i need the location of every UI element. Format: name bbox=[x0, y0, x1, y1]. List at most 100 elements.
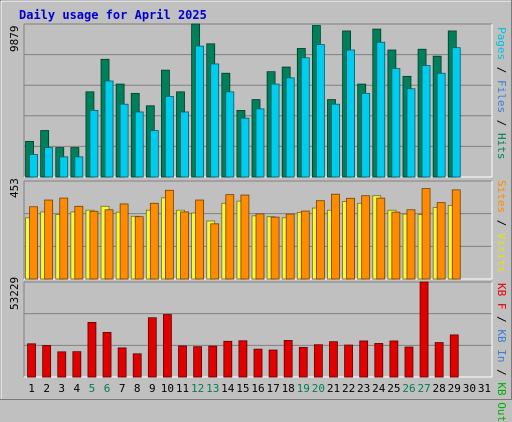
legend-item: Visits bbox=[495, 233, 508, 273]
x-tick-label-day-11: 11 bbox=[175, 382, 190, 395]
bar-kb_f-day-17 bbox=[268, 349, 278, 378]
bar-sites-day-8 bbox=[134, 216, 144, 280]
bar-kb_f-day-14 bbox=[223, 340, 233, 378]
bar-files-day-25 bbox=[391, 68, 401, 178]
x-tick-label-day-25: 25 bbox=[387, 382, 401, 395]
bar-kb_f-day-20 bbox=[313, 344, 323, 378]
bar-sites-day-10 bbox=[165, 189, 174, 280]
bar-files-day-5 bbox=[89, 110, 99, 178]
bar-files-day-19 bbox=[300, 57, 310, 178]
bar-files-day-28 bbox=[436, 72, 446, 178]
bar-kb_f-day-4 bbox=[72, 351, 82, 378]
bar-kb_f-day-22 bbox=[344, 344, 353, 378]
panel1-max-label: 9879 bbox=[8, 25, 21, 53]
bar-files-day-16 bbox=[255, 108, 265, 178]
bar-sites-day-6 bbox=[104, 209, 114, 280]
legend-item: Pages bbox=[495, 27, 508, 61]
bar-sites-day-11 bbox=[180, 211, 189, 280]
bar-kb_f-day-7 bbox=[117, 347, 127, 378]
x-tick-label-day-30: 30 bbox=[462, 382, 476, 395]
x-tick-label-day-9: 9 bbox=[149, 382, 156, 395]
x-tick-label-day-19: 19 bbox=[296, 382, 310, 395]
bar-kb_f-day-29 bbox=[449, 334, 459, 378]
bar-files-day-9 bbox=[149, 130, 159, 178]
panel3-max-label: 53229 bbox=[8, 276, 21, 310]
x-tick-label-day-21: 21 bbox=[326, 382, 341, 395]
bar-kb_f-day-1 bbox=[27, 343, 36, 378]
x-tick-label-day-12: 12 bbox=[190, 382, 205, 395]
panel3-legend: KB F / KB In / KB Out bbox=[495, 283, 508, 422]
bar-sites-day-12 bbox=[195, 199, 205, 280]
bar-kb_f-day-15 bbox=[238, 340, 248, 378]
bar-kb_f-day-6 bbox=[102, 331, 112, 378]
bar-files-day-22 bbox=[346, 49, 355, 178]
x-tick-label-day-18: 18 bbox=[281, 382, 295, 395]
bar-kb_f-day-10 bbox=[163, 314, 172, 378]
bar-sites-day-21 bbox=[331, 193, 340, 280]
x-tick-label-day-2: 2 bbox=[43, 382, 50, 395]
legend-item: / bbox=[495, 60, 508, 80]
bar-files-day-23 bbox=[361, 92, 371, 178]
x-tick-label-day-8: 8 bbox=[133, 382, 141, 395]
bar-kb_f-day-8 bbox=[132, 353, 142, 378]
bar-sites-day-9 bbox=[149, 202, 159, 280]
bar-kb_f-day-18 bbox=[283, 340, 293, 378]
bar-files-day-17 bbox=[270, 83, 280, 178]
bar-sites-day-24 bbox=[376, 197, 386, 280]
bar-kb_f-day-25 bbox=[389, 340, 399, 378]
bar-kb_f-day-11 bbox=[178, 345, 187, 378]
bar-sites-day-28 bbox=[436, 202, 446, 280]
bar-sites-day-27 bbox=[421, 188, 431, 280]
bar-files-day-7 bbox=[119, 103, 129, 178]
bar-kb_f-day-3 bbox=[57, 351, 67, 378]
bar-sites-day-5 bbox=[89, 210, 99, 280]
bar-kb_f-day-26 bbox=[404, 346, 414, 378]
legend-item: Sites bbox=[495, 180, 508, 214]
bar-kb_f-day-19 bbox=[298, 346, 308, 378]
bar-sites-day-1 bbox=[29, 206, 38, 280]
bar-sites-day-17 bbox=[270, 216, 280, 280]
x-tick-label-day-24: 24 bbox=[372, 382, 386, 395]
x-tick-label-day-7: 7 bbox=[118, 382, 126, 395]
bar-files-day-27 bbox=[421, 65, 431, 178]
panel2-legend: Sites / Visits bbox=[495, 180, 508, 273]
bar-files-day-18 bbox=[285, 77, 295, 178]
bar-sites-day-26 bbox=[406, 209, 416, 280]
bar-files-day-26 bbox=[406, 88, 416, 178]
bar-files-day-11 bbox=[180, 111, 189, 178]
bar-kb_f-day-16 bbox=[253, 348, 263, 378]
bar-files-day-24 bbox=[376, 41, 386, 178]
bar-files-day-2 bbox=[44, 147, 54, 178]
bar-sites-day-16 bbox=[255, 213, 265, 280]
bar-sites-day-22 bbox=[346, 197, 355, 280]
bar-sites-day-19 bbox=[300, 210, 310, 280]
x-tick-label-day-23: 23 bbox=[357, 382, 371, 395]
x-tick-label-day-6: 6 bbox=[103, 382, 111, 395]
bar-files-day-12 bbox=[195, 45, 205, 178]
x-tick-label-day-16: 16 bbox=[251, 382, 265, 395]
bar-files-day-20 bbox=[315, 44, 325, 178]
bar-kb_f-day-5 bbox=[87, 321, 97, 378]
bar-kb_f-day-24 bbox=[374, 343, 384, 378]
legend-item: / bbox=[495, 213, 508, 233]
bar-sites-day-13 bbox=[210, 223, 220, 280]
bar-sites-day-3 bbox=[59, 197, 69, 280]
bar-sites-day-25 bbox=[391, 211, 401, 280]
x-tick-label-day-31: 31 bbox=[477, 382, 492, 395]
x-tick-label-day-20: 20 bbox=[311, 382, 325, 395]
bar-kb_f-day-21 bbox=[329, 341, 338, 378]
bar-files-day-14 bbox=[225, 91, 235, 178]
chart-frame bbox=[0, 0, 512, 400]
x-tick-label-day-14: 14 bbox=[221, 382, 235, 395]
legend-item: / bbox=[495, 113, 508, 133]
bar-kb_f-day-2 bbox=[42, 345, 52, 378]
bar-sites-day-4 bbox=[74, 205, 84, 280]
bar-files-day-13 bbox=[210, 63, 220, 178]
bar-sites-day-15 bbox=[240, 194, 250, 280]
panel1-legend: Pages / Files / Hits bbox=[495, 27, 508, 160]
x-tick-label-day-10: 10 bbox=[160, 382, 175, 395]
bar-kb_f-day-13 bbox=[208, 345, 218, 378]
x-tick-label-day-3: 3 bbox=[58, 382, 66, 395]
bar-kb_f-day-23 bbox=[359, 340, 369, 378]
